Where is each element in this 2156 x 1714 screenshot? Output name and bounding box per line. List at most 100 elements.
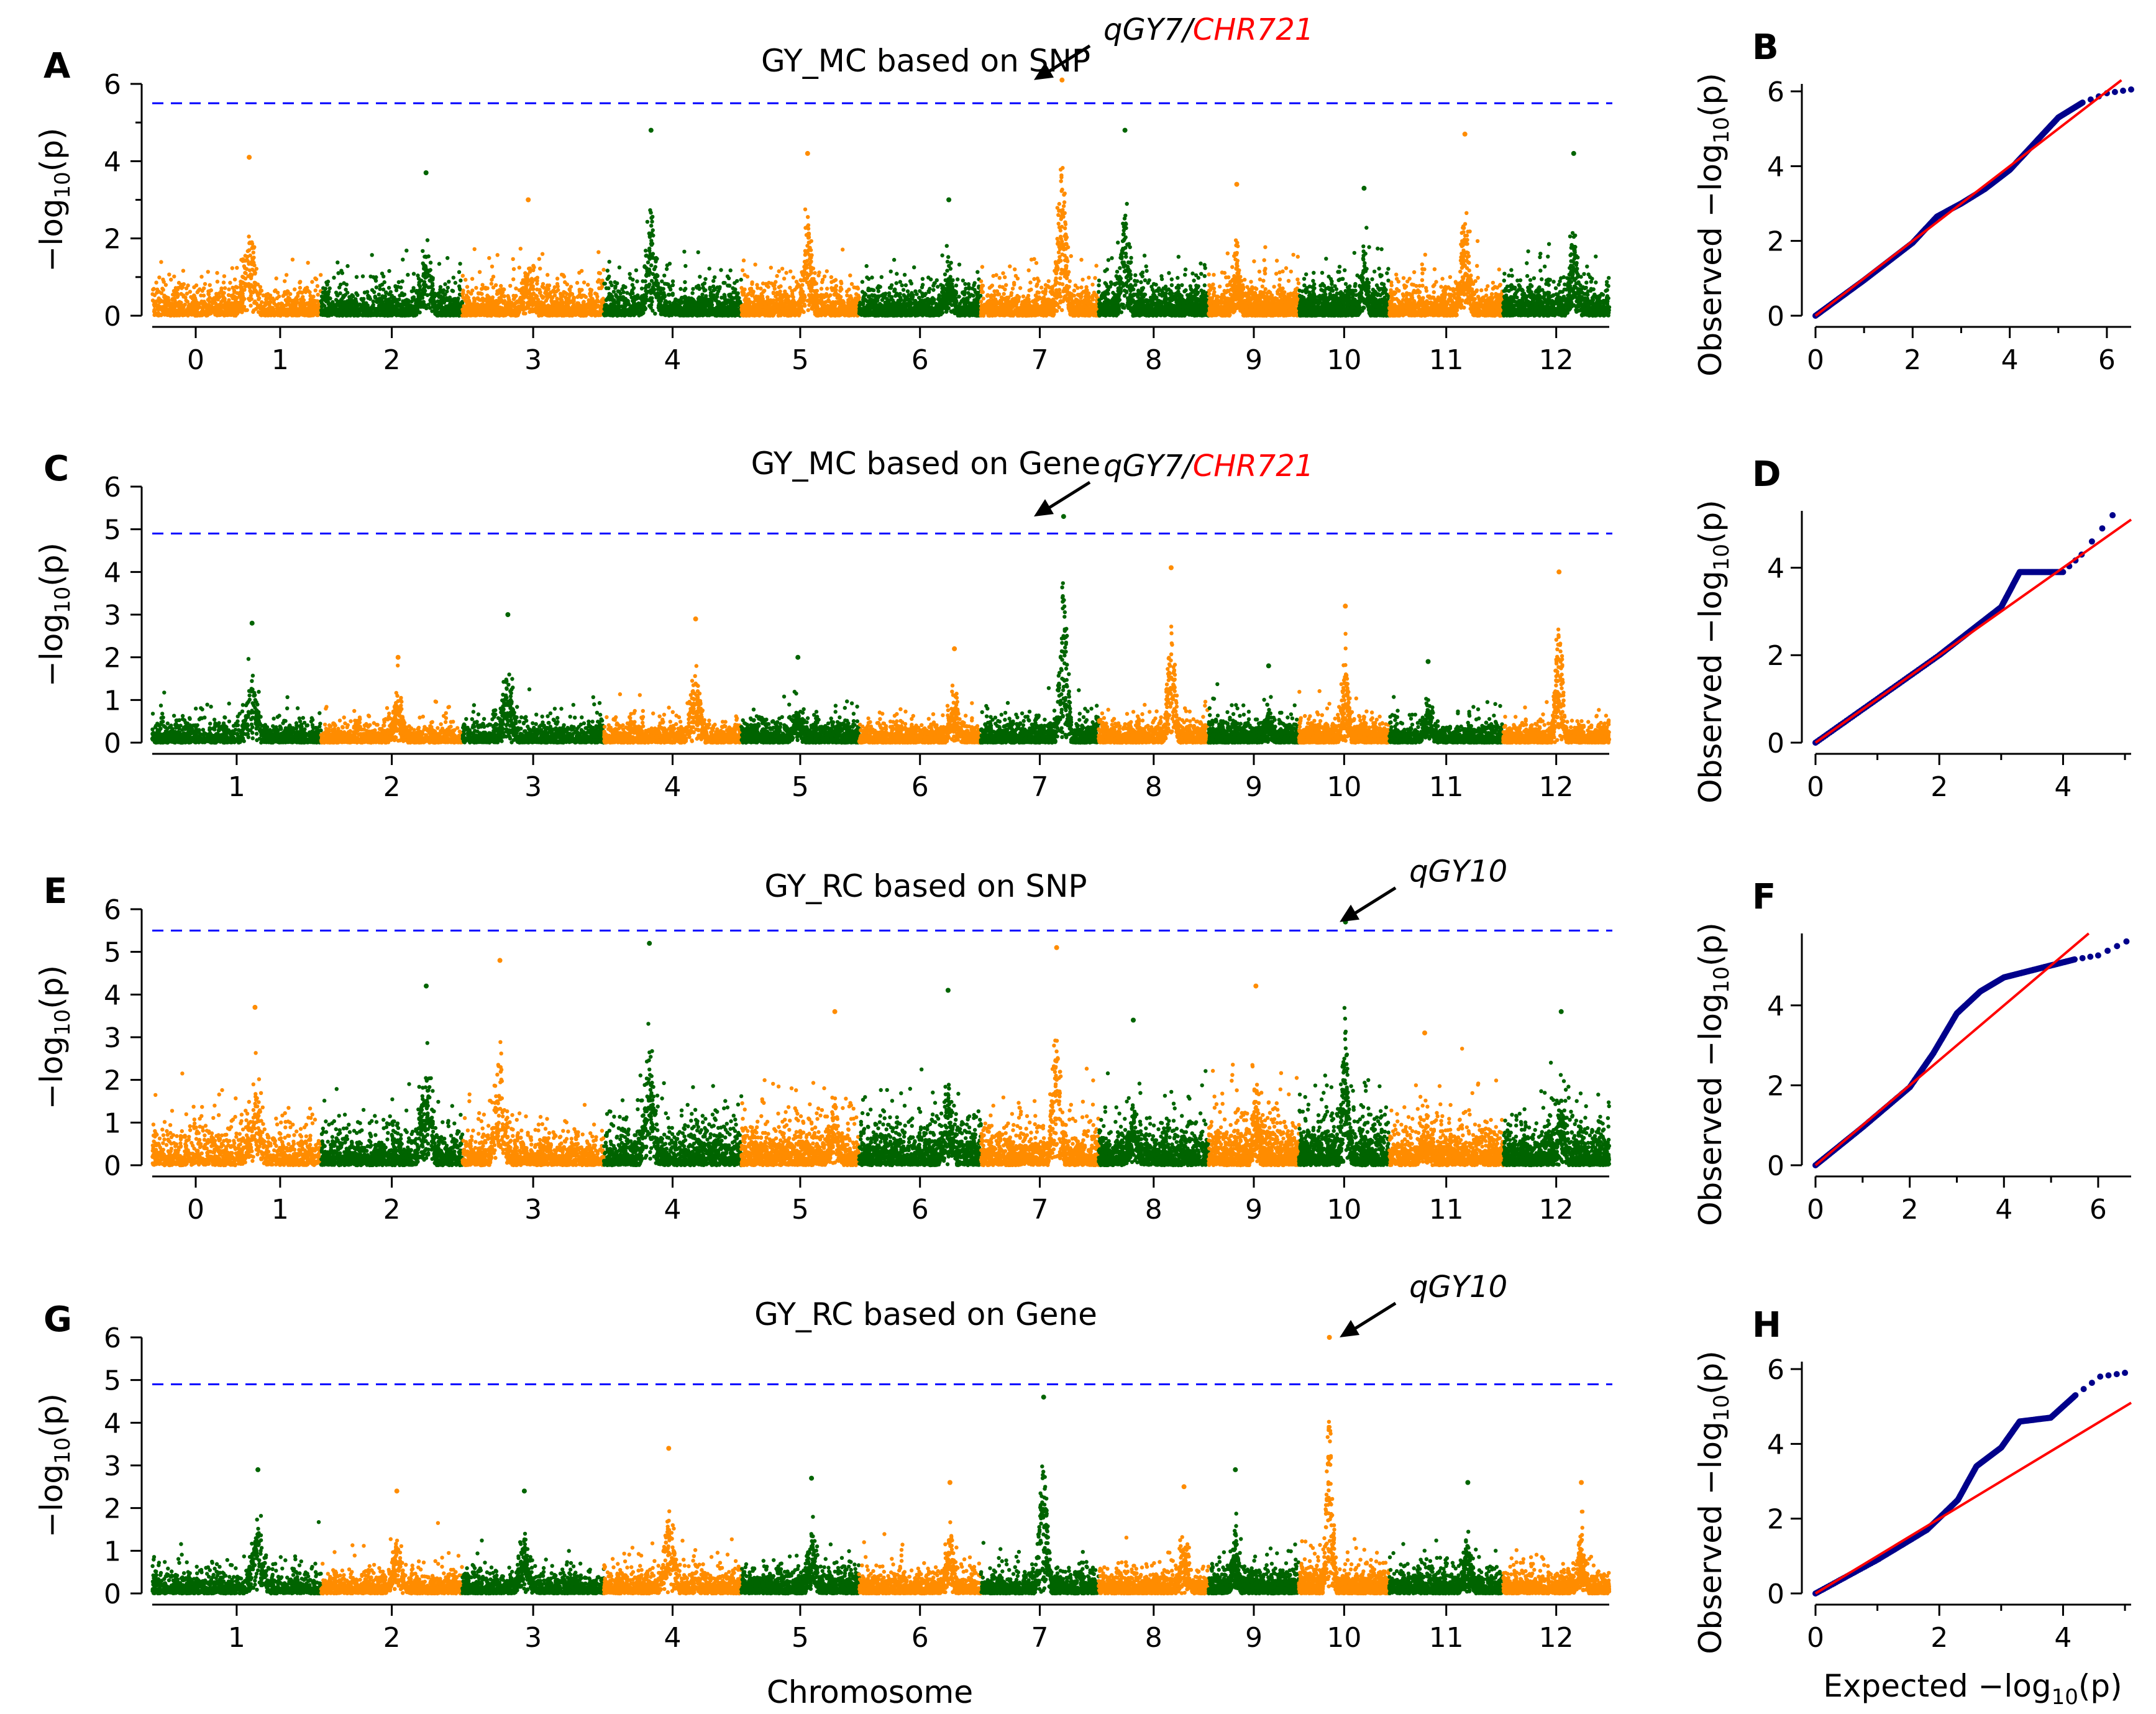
- panel-title: GY_RC based on SNP: [764, 868, 1087, 904]
- qq-panel-d: 0 2 4 0 2 4: [1767, 511, 2132, 803]
- peak-point-chr10: [1343, 603, 1348, 609]
- y-axis-label: Observed −log10(p): [1692, 73, 1734, 377]
- panel-label-e: E: [43, 871, 67, 912]
- x-tick-label: 6: [911, 771, 929, 803]
- peak-point-chr3: [505, 612, 511, 617]
- y-axis-label: −log10(p): [34, 127, 75, 272]
- x-tick-label: 8: [1145, 1194, 1163, 1226]
- x-tick-label: 0: [187, 344, 204, 376]
- annotation-text: qGY10: [1409, 855, 1507, 889]
- peak-point-chr9: [1234, 181, 1240, 187]
- panel-label-f: F: [1752, 877, 1776, 917]
- peak-point-chr11: [1422, 1030, 1427, 1036]
- y-axis-label: Observed −log10(p): [1692, 1350, 1734, 1654]
- peak-point-chr4: [693, 616, 698, 621]
- y-tick-label: 2: [1767, 1504, 1784, 1536]
- y-tick-label: 2: [104, 1493, 121, 1525]
- y-tick-label: 0: [104, 1579, 121, 1610]
- qq-panel-h: 0 2 4 0 2 4 6 Expected −log10(p): [1767, 1354, 2132, 1710]
- x-tick-label: 1: [228, 1622, 245, 1654]
- x-tick-label: 4: [664, 1622, 682, 1654]
- x-tick-label: 6: [2090, 1194, 2107, 1226]
- x-tick-label: 8: [1145, 1622, 1163, 1654]
- y-axis-label: Observed −log10(p): [1692, 922, 1734, 1226]
- y-tick-label: 6: [1767, 1354, 1784, 1386]
- peak-point-chr7: [1059, 77, 1065, 83]
- peak-point-chr1: [252, 1004, 258, 1010]
- peak-point-chr1: [255, 1467, 261, 1472]
- y-tick-label: 2: [104, 224, 121, 255]
- y-axis-label: −log10(p): [34, 543, 75, 687]
- x-tick-label: 4: [1995, 1194, 2012, 1226]
- panel-title: GY_MC based on SNP: [761, 43, 1090, 79]
- qq-points: [1812, 512, 2116, 746]
- qq-panel-f: 0 2 4 6 0 2 4: [1767, 932, 2131, 1226]
- annotation-arrow: [1044, 480, 1091, 512]
- peak-point-chr2: [424, 983, 429, 989]
- qq-reference-line: [1814, 1401, 2132, 1595]
- y-tick-label: 4: [104, 979, 121, 1011]
- x-tick-label: 6: [2098, 344, 2116, 376]
- y-tick-label: 3: [104, 1450, 121, 1482]
- annotation-text: qGY7/CHR721: [1103, 12, 1313, 47]
- x-tick-label: 9: [1245, 771, 1263, 803]
- x-tick-label: 10: [1327, 1622, 1361, 1654]
- qq-last-point: [2123, 938, 2130, 945]
- qq-points: [1812, 86, 2134, 319]
- peak-point-chr9: [1266, 663, 1271, 669]
- y-tick-label: 1: [104, 1536, 121, 1567]
- peak-point-chr9: [1253, 983, 1259, 989]
- x-tick-label: 4: [2054, 1622, 2071, 1654]
- peak-point-chr11: [1465, 1480, 1471, 1485]
- y-tick-label: 2: [1767, 1070, 1784, 1102]
- y-tick-label: 3: [104, 600, 121, 631]
- peak-point-chr5: [832, 1009, 838, 1014]
- y-tick-label: 4: [1767, 552, 1784, 584]
- peak-point-chr9: [1233, 1467, 1238, 1472]
- y-tick-label: 4: [104, 557, 121, 589]
- points-g: [150, 1335, 1612, 1596]
- peak-point-chr10: [1327, 1335, 1332, 1340]
- y-tick-label: 5: [104, 515, 121, 546]
- y-tick-label: 4: [1767, 991, 1784, 1022]
- x-tick-label: 0: [1807, 1194, 1824, 1226]
- peak-point-chr8: [1131, 1017, 1136, 1023]
- peak-point-chr1: [247, 155, 252, 160]
- x-tick-label: 0: [1807, 1622, 1824, 1654]
- x-tick-label: 6: [911, 1622, 929, 1654]
- y-tick-label: 4: [1767, 151, 1784, 183]
- peak-point-chr2: [394, 1488, 400, 1494]
- x-tick-label: 11: [1429, 1194, 1464, 1226]
- x-tick-label: 11: [1429, 344, 1464, 376]
- x-tick-label: 3: [524, 771, 542, 803]
- x-tick-label: 8: [1145, 344, 1163, 376]
- x-tick-label: 2: [383, 1622, 401, 1654]
- qq-reference-line: [1814, 932, 2090, 1166]
- x-tick-label: 4: [2001, 344, 2019, 376]
- x-tick-label: 11: [1429, 1622, 1464, 1654]
- y-tick-label: 4: [104, 146, 121, 178]
- panel-title: GY_RC based on Gene: [754, 1296, 1097, 1332]
- y-tick-label: 0: [1767, 301, 1784, 332]
- peak-point-chr4: [648, 127, 654, 133]
- peak-point-chr7: [1041, 1395, 1046, 1400]
- x-tick-label: 0: [187, 1194, 204, 1226]
- peak-point-chr6: [946, 197, 952, 203]
- arrow-head: [1034, 499, 1054, 517]
- x-tick-label: 6: [911, 344, 929, 376]
- peak-point-chr1: [249, 620, 255, 626]
- points-a: [150, 77, 1612, 318]
- annotation-arrow: [1044, 44, 1091, 75]
- y-tick-label: 2: [104, 643, 121, 674]
- peak-point-chr12: [1571, 150, 1576, 156]
- x-tick-label: 0: [1807, 771, 1824, 803]
- x-axis-label: Chromosome: [767, 1674, 973, 1710]
- peak-point-chr5: [809, 1475, 815, 1481]
- x-tick-label: 6: [911, 1194, 929, 1226]
- x-tick-label: 12: [1539, 771, 1574, 803]
- y-tick-label: 3: [104, 1022, 121, 1054]
- x-tick-label: 4: [664, 771, 682, 803]
